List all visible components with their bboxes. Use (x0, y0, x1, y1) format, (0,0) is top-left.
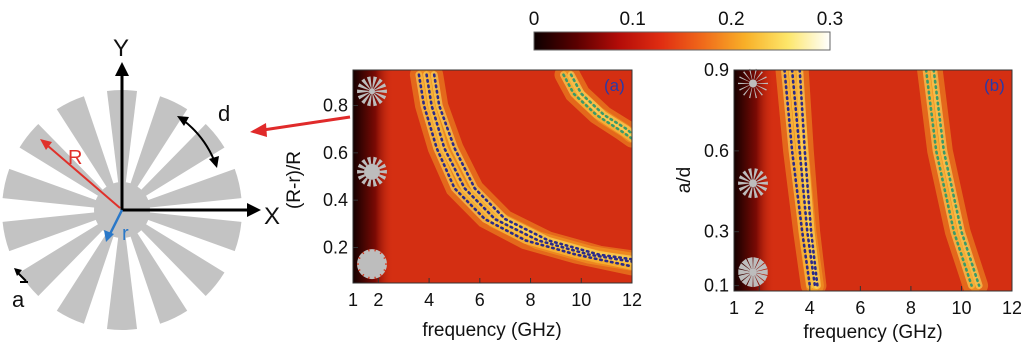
petal (139, 223, 225, 296)
petal (2, 212, 98, 252)
x-tick-label: 4 (805, 298, 815, 318)
petal (2, 168, 98, 208)
x-axis-label: X (264, 203, 280, 230)
y-tick-label: 0.2 (323, 238, 348, 258)
x-tick-label: 10 (951, 298, 971, 318)
x-tick-label: 6 (855, 298, 865, 318)
x-tick-label: 1 (348, 290, 358, 310)
x-tick-label: 10 (571, 290, 591, 310)
rosette-inset-icon (357, 76, 387, 107)
dispersion-curve (932, 70, 981, 287)
x-axis-title: frequency (GHz) (803, 322, 942, 343)
x-axis-arrowhead (247, 203, 261, 217)
y-tick-label: 0.6 (704, 141, 729, 161)
colorbar-gradient (533, 31, 831, 51)
x-tick-label: 1 (729, 298, 739, 318)
dispersion-curve (425, 73, 632, 263)
outer-radius-label: R (68, 147, 82, 169)
dispersion-curve (924, 70, 973, 287)
colorbar-ticks: 0 0.1 0.2 0.3 (529, 9, 844, 30)
x-tick-label: 4 (424, 290, 434, 310)
dispersion-curve (432, 73, 632, 261)
plot-frame (733, 69, 1013, 292)
dispersion-curve (417, 73, 632, 268)
colorbar-tick-label: 0.3 (817, 9, 843, 30)
outer-radius-arrow (47, 145, 121, 209)
pitch-arrowhead-end (209, 156, 219, 168)
inner-radius-arrowhead (104, 230, 114, 242)
x-tick-label: 8 (526, 290, 536, 310)
x-tick-label: 8 (906, 298, 916, 318)
pointer-arrow (262, 115, 351, 132)
pitch-arrowhead-start (177, 116, 189, 126)
pointer-arrowhead (250, 123, 267, 137)
petal (19, 124, 105, 197)
heatmap-panel-a: (a) 1 2 4 6 8 10 12 0.2 0.4 0.6 0.8 frequency (GHz… (284, 69, 642, 341)
petal (106, 235, 138, 330)
x-tick-label: 12 (1002, 298, 1021, 318)
dispersion-curve (798, 70, 819, 287)
y-axis-title: a/d (674, 167, 695, 193)
x-axis-title: frequency (GHz) (422, 320, 561, 341)
y-axis-title: (R-r)/R (284, 151, 305, 209)
rosette-inset-icon (738, 68, 768, 99)
dispersion-curve (790, 70, 817, 287)
y-tick-label: 0.3 (704, 222, 729, 242)
x-tick-label: 6 (475, 290, 485, 310)
petal (146, 212, 242, 252)
gap-label: a (12, 287, 25, 312)
rosette-inset-icon (738, 257, 768, 288)
inner-radius-arrow (108, 209, 124, 235)
pitch-label: d (218, 101, 230, 126)
plot-frame (352, 69, 633, 284)
outer-radius-arrowhead (40, 139, 52, 150)
petal (129, 96, 188, 189)
petal (19, 223, 105, 296)
rosette-inset-icon (357, 156, 387, 187)
rosette-inset-icon (357, 249, 387, 280)
petal (56, 231, 115, 324)
inner-radius-label: r (122, 223, 129, 245)
petal (56, 96, 115, 189)
rosette-inset-icon (738, 168, 768, 199)
x-tick-label: 2 (754, 298, 764, 318)
x-tick-label: 2 (373, 290, 383, 310)
colorbar-tick-label: 0 (529, 9, 540, 30)
petal (146, 168, 242, 208)
panel-label: (a) (604, 76, 625, 95)
y-tick-label: 0.9 (704, 60, 729, 80)
colorbar: 0 0.1 0.2 0.3 (529, 9, 844, 51)
y-tick-label: 0.4 (323, 190, 348, 210)
dispersion-curve (783, 70, 812, 287)
y-axis-arrowhead (115, 62, 129, 76)
gap-arrowhead (14, 268, 22, 276)
panel-label: (b) (984, 76, 1005, 95)
y-tick-label: 0.1 (704, 276, 729, 296)
y-tick-label: 0.6 (323, 143, 348, 163)
y-axis-label: Y (113, 35, 129, 62)
metamaterial-schematic: Y X R r d a (2, 35, 351, 330)
heatmap-panel-b: (b) 1 2 4 6 8 10 12 0.1 0.3 0.6 0.9 frequency (GHz… (674, 60, 1021, 343)
dispersion-curve (562, 73, 632, 140)
colorbar-tick-label: 0.1 (619, 9, 645, 30)
dispersion-curve (569, 73, 632, 136)
petal (129, 231, 188, 324)
colorbar-tick-label: 0.2 (718, 9, 744, 30)
x-tick-label: 12 (622, 290, 642, 310)
y-tick-label: 0.8 (323, 96, 348, 116)
